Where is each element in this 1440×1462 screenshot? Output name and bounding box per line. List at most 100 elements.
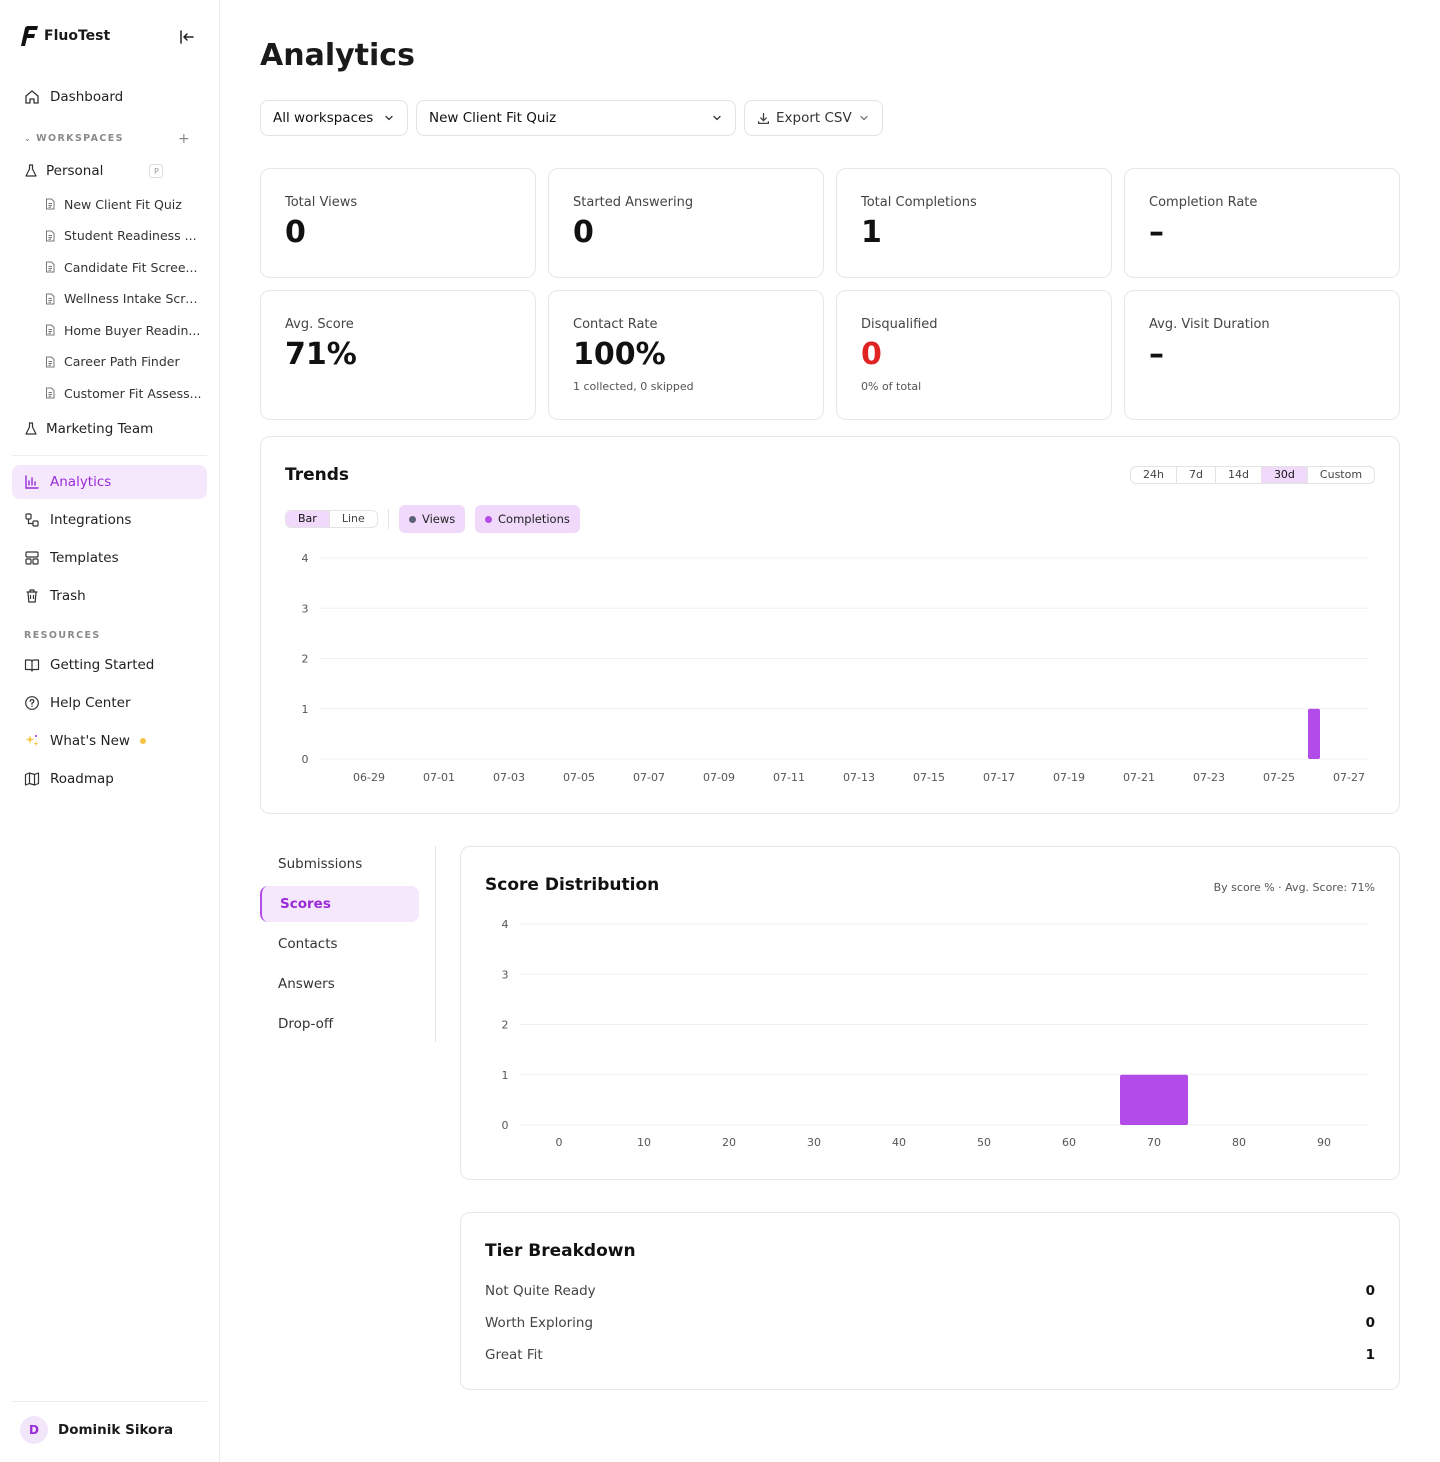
range-selector: 24h 7d 14d 30d Custom xyxy=(1130,466,1376,484)
y-tick-label: 4 xyxy=(302,552,309,565)
new-indicator-dot xyxy=(139,738,146,744)
stat-label: Completion Rate xyxy=(1149,195,1258,210)
stat-card: Contact Rate 100% 1 collected, 0 skipped xyxy=(548,290,824,420)
x-tick-label: 50 xyxy=(977,1136,991,1149)
range-option-14d[interactable]: 14d xyxy=(1216,467,1262,483)
workspace-personal-label: Personal xyxy=(46,163,104,179)
sidebar-doc-item[interactable]: Candidate Fit Scree... xyxy=(44,255,204,279)
sidebar-doc-label: Home Buyer Readin... xyxy=(64,322,201,338)
nav-analytics[interactable]: Analytics xyxy=(12,465,207,499)
score-distribution-note: By score % · Avg. Score: 71% xyxy=(1213,881,1375,894)
stat-label: Total Views xyxy=(285,195,358,210)
x-tick-label: 07-01 xyxy=(423,771,455,784)
stat-value: 0 xyxy=(285,215,306,250)
x-tick-label: 07-23 xyxy=(1193,771,1225,784)
stat-value: 0 xyxy=(573,215,594,250)
stat-label: Avg. Score xyxy=(285,317,354,332)
sidebar-doc-item[interactable]: Wellness Intake Scre... xyxy=(44,287,204,311)
tab-contacts[interactable]: Contacts xyxy=(278,936,338,952)
y-tick-label: 2 xyxy=(302,653,309,666)
tab-drop-off[interactable]: Drop-off xyxy=(278,1016,334,1032)
mode-option-bar[interactable]: Bar xyxy=(286,511,330,527)
fluotest-logo-icon xyxy=(21,26,38,46)
tab-scores[interactable]: Scores xyxy=(260,886,419,922)
range-option-24h[interactable]: 24h xyxy=(1131,467,1177,483)
brand-logo[interactable]: FluoTest xyxy=(18,24,110,48)
views-color-dot xyxy=(409,515,416,523)
x-tick-label: 40 xyxy=(892,1136,906,1149)
nav-trash[interactable]: Trash xyxy=(12,579,207,613)
stat-value: – xyxy=(1149,215,1164,250)
score-bar[interactable] xyxy=(1120,1074,1188,1125)
sidebar-doc-item[interactable]: Career Path Finder xyxy=(44,350,204,374)
sidebar-doc-item[interactable]: Student Readiness ... xyxy=(44,224,204,248)
workspace-personal[interactable]: Personal P xyxy=(24,159,164,183)
bar-completions[interactable] xyxy=(1308,708,1320,759)
range-option-7d[interactable]: 7d xyxy=(1177,467,1216,483)
user-profile[interactable]: D Dominik Sikora xyxy=(20,1416,173,1444)
x-tick-label: 07-27 xyxy=(1333,771,1365,784)
user-name: Dominik Sikora xyxy=(58,1422,174,1438)
workspace-marketing-team[interactable]: Marketing Team xyxy=(24,417,153,441)
range-option-custom[interactable]: Custom xyxy=(1319,468,1363,481)
tier-label: Not Quite Ready xyxy=(485,1283,596,1299)
nav-integrations[interactable]: Integrations xyxy=(12,503,207,537)
nav-templates-label: Templates xyxy=(50,550,119,566)
x-tick-label: 07-07 xyxy=(633,771,665,784)
nav-help-center[interactable]: Help Center xyxy=(12,686,207,720)
collapse-sidebar-icon[interactable] xyxy=(178,28,196,46)
flask-icon xyxy=(25,422,37,435)
file-icon xyxy=(46,230,55,241)
sidebar: FluoTest Dashboard ⌄ WORKSPACES + Persona… xyxy=(0,0,220,1462)
export-csv-label: Export CSV xyxy=(776,110,852,126)
range-option-30d[interactable]: 30d xyxy=(1261,467,1308,483)
x-tick-label: 07-11 xyxy=(773,771,805,784)
x-tick-label: 07-09 xyxy=(703,771,735,784)
stat-value: 1 xyxy=(861,215,882,250)
flask-icon xyxy=(25,164,37,177)
quiz-select-value: New Client Fit Quiz xyxy=(429,110,557,126)
page-title: Analytics xyxy=(260,38,415,73)
sidebar-doc-item[interactable]: New Client Fit Quiz xyxy=(44,192,204,216)
nav-trash-label: Trash xyxy=(50,588,86,604)
x-tick-label: 07-25 xyxy=(1263,771,1295,784)
completions-color-dot xyxy=(485,515,492,523)
x-tick-label: 20 xyxy=(722,1136,736,1149)
quiz-select[interactable]: New Client Fit Quiz xyxy=(416,100,736,136)
sidebar-doc-label: Student Readiness ... xyxy=(64,228,197,243)
stat-subtext: 0% of total xyxy=(861,380,922,393)
nav-dashboard[interactable]: Dashboard xyxy=(12,80,207,114)
workspace-select[interactable]: All workspaces xyxy=(260,100,408,136)
trash-icon xyxy=(26,589,38,603)
x-tick-label: 07-13 xyxy=(843,771,875,784)
nav-whats-new[interactable]: What's New xyxy=(12,724,207,758)
integrations-icon xyxy=(25,513,39,527)
workspace-select-value: All workspaces xyxy=(273,110,374,126)
trends-chart: 0 1 2 3 4 06-29 07-01 07-03 07-05 07-07 07-09 07-11… xyxy=(302,552,1368,784)
sidebar-doc-item[interactable]: Customer Fit Assess... xyxy=(44,381,204,405)
legend-views-label: Views xyxy=(422,512,456,526)
tab-submissions[interactable]: Submissions xyxy=(278,856,363,872)
export-csv-button[interactable]: Export CSV xyxy=(744,100,883,136)
add-workspace-icon[interactable]: + xyxy=(178,131,190,147)
tier-count: 0 xyxy=(1365,1315,1375,1331)
sidebar-doc-label: Customer Fit Assess... xyxy=(64,385,202,401)
avatar: D xyxy=(20,1416,48,1444)
nav-integrations-label: Integrations xyxy=(50,512,132,528)
workspaces-section-label[interactable]: ⌄ WORKSPACES xyxy=(24,133,124,144)
help-circle-icon xyxy=(25,696,39,710)
legend-views[interactable]: Views xyxy=(399,505,466,533)
sidebar-doc-item[interactable]: Home Buyer Readin... xyxy=(44,318,204,342)
stat-value: 0 xyxy=(861,337,882,372)
nav-getting-started[interactable]: Getting Started xyxy=(12,648,207,682)
tier-count: 1 xyxy=(1365,1347,1375,1363)
x-tick-label: 07-05 xyxy=(563,771,595,784)
nav-roadmap[interactable]: Roadmap xyxy=(12,762,207,796)
tab-answers[interactable]: Answers xyxy=(278,976,335,992)
file-icon xyxy=(46,261,55,273)
nav-templates[interactable]: Templates xyxy=(12,541,207,575)
file-icon xyxy=(46,198,55,210)
file-icon xyxy=(46,356,55,367)
mode-option-line[interactable]: Line xyxy=(341,512,365,525)
legend-completions[interactable]: Completions xyxy=(475,505,580,533)
